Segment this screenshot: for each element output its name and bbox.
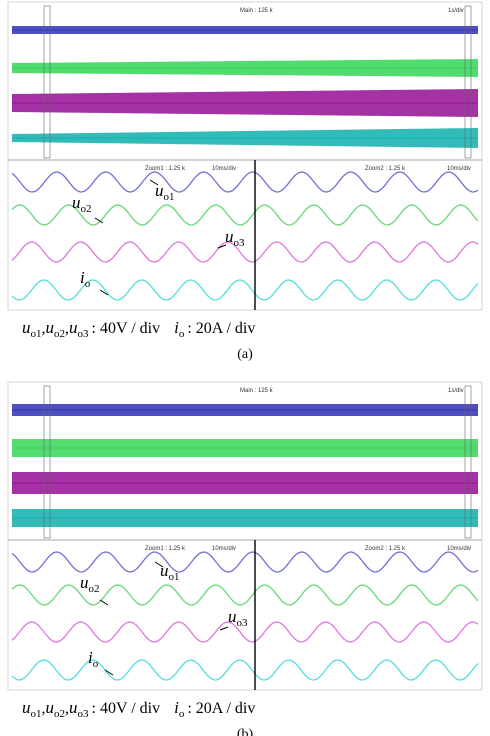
- panel-tag: (b): [237, 727, 254, 736]
- caption-sub: o1: [31, 328, 42, 340]
- label-sub: o2: [89, 583, 100, 595]
- caption-symbol: u: [69, 698, 78, 717]
- caption-current: : 20A / div: [187, 700, 255, 717]
- caption-sub: o2: [54, 328, 65, 340]
- caption-symbol: u: [22, 318, 31, 337]
- zoom1-label: Zoom1 : 1.25 k: [145, 546, 186, 552]
- caption-symbol: u: [22, 698, 31, 717]
- zoom2-div: 10ms/div: [447, 166, 471, 172]
- label-sub: o: [93, 658, 99, 670]
- zoom2-div: 10ms/div: [447, 546, 471, 552]
- caption-sub: o: [179, 708, 185, 720]
- caption-symbol: u: [46, 698, 55, 717]
- caption-symbol: u: [46, 318, 55, 337]
- label-sub: o3: [237, 617, 249, 629]
- caption-sub: o3: [78, 708, 90, 720]
- panel: Main : 125 k 1s/div Zoom1 : 1.25 k 10ms/div…: [8, 2, 482, 362]
- caption-voltage: : 40V / div: [92, 320, 161, 337]
- label-symbol: u: [72, 193, 81, 212]
- panel: Main : 125 k 1s/div Zoom1 : 1.25 k 10ms/div…: [8, 382, 482, 736]
- label-symbol: u: [225, 227, 234, 246]
- main-label: Main : 125 k: [240, 388, 274, 394]
- zoom1-div: 10ms/div: [212, 166, 236, 172]
- figure: Main : 125 k 1s/div Zoom1 : 1.25 k 10ms/div…: [0, 0, 490, 736]
- label-sub: o1: [169, 571, 180, 583]
- main-div: 1s/div: [448, 8, 464, 14]
- label-symbol: u: [160, 561, 169, 580]
- main-div: 1s/div: [448, 388, 464, 394]
- main-label: Main : 125 k: [240, 8, 274, 14]
- zoom2-label: Zoom2 : 1.25 k: [365, 546, 406, 552]
- caption-voltage: : 40V / div: [92, 700, 161, 717]
- panel-tag: (a): [237, 347, 253, 362]
- label-symbol: u: [80, 573, 89, 592]
- scope-frame: [8, 2, 482, 310]
- label-symbol: u: [228, 607, 237, 626]
- label-sub: o3: [234, 237, 246, 249]
- zoom2-label: Zoom2 : 1.25 k: [365, 166, 406, 172]
- caption-sub: o2: [54, 708, 65, 720]
- zoom1-div: 10ms/div: [212, 546, 236, 552]
- label-sub: o1: [164, 191, 175, 203]
- caption-symbol: u: [69, 318, 78, 337]
- caption-current: : 20A / div: [187, 320, 255, 337]
- zoom1-label: Zoom1 : 1.25 k: [145, 166, 186, 172]
- caption-sub: o3: [78, 328, 90, 340]
- label-sub: o: [85, 278, 91, 290]
- caption-sub: o1: [31, 708, 42, 720]
- scope-frame: [8, 382, 482, 690]
- caption-sub: o: [179, 328, 185, 340]
- label-sub: o2: [81, 203, 92, 215]
